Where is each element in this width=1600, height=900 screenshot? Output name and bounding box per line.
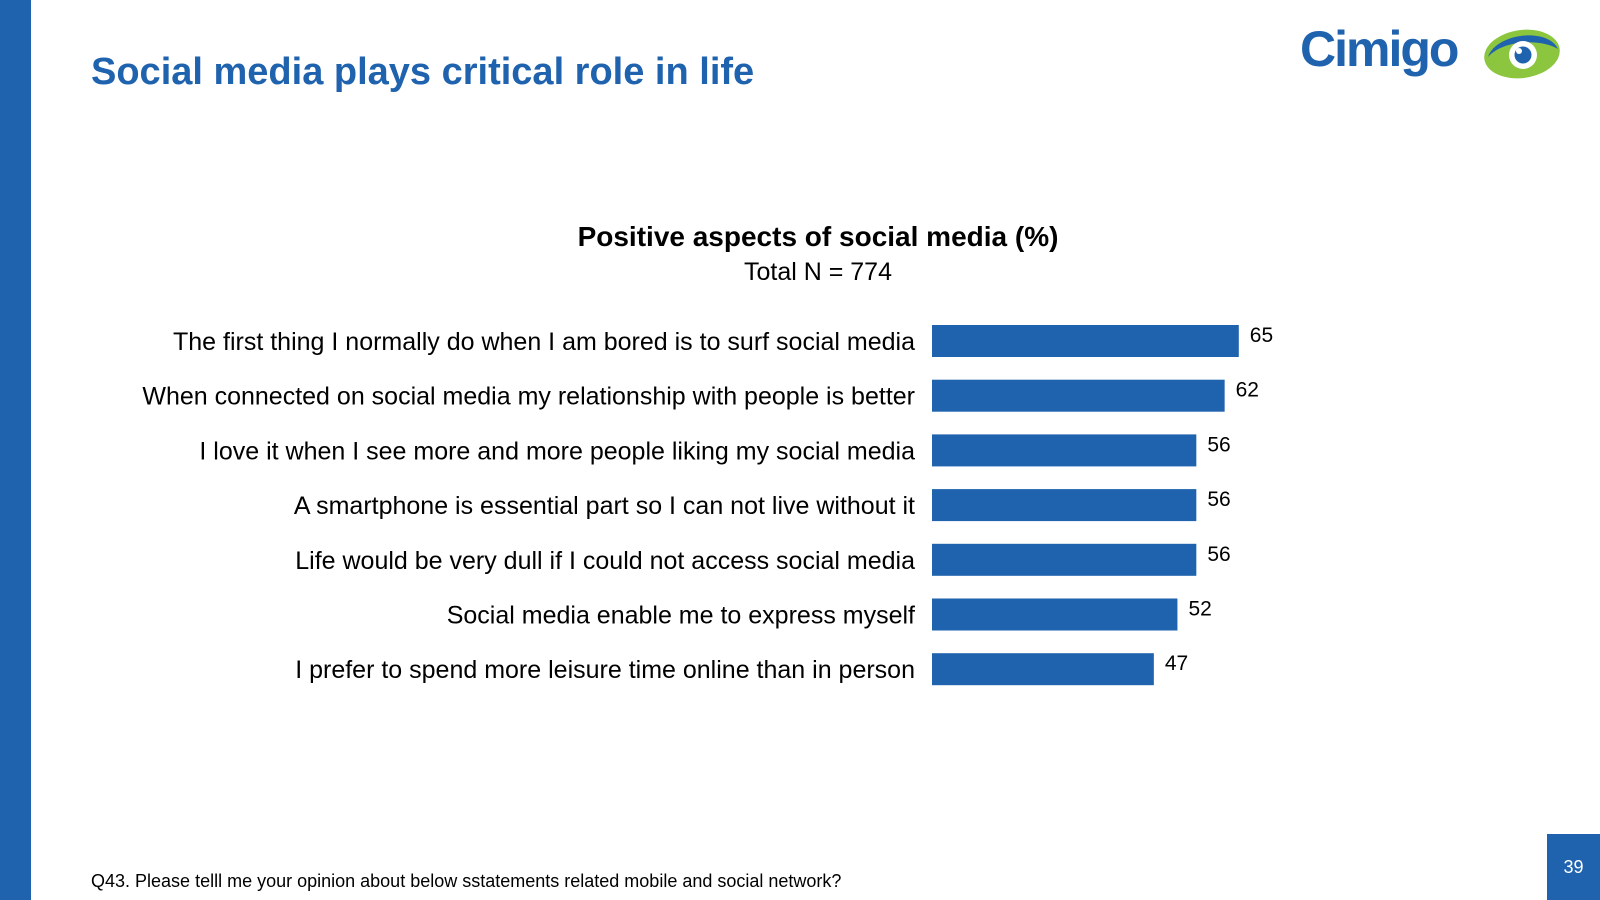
left-accent-bar	[0, 0, 31, 900]
chart-title: Positive aspects of social media (%)	[578, 221, 1059, 252]
category-label: When connected on social media my relati…	[142, 383, 915, 411]
bar-series: The first thing I normally do when I am …	[142, 324, 1273, 686]
cimigo-logo: Cimigo	[1300, 20, 1565, 88]
data-label: 47	[1165, 652, 1188, 675]
category-label: Social media enable me to express myself	[447, 602, 915, 630]
chart-subtitle: Total N = 774	[744, 258, 892, 286]
question-footnote: Q43. Please telll me your opinion about …	[91, 871, 842, 891]
category-label: A smartphone is essential part so I can …	[294, 492, 915, 520]
data-label: 65	[1250, 324, 1273, 347]
bar	[932, 434, 1197, 467]
page-number: 39	[1547, 834, 1600, 900]
data-label: 62	[1236, 379, 1259, 402]
data-label: 56	[1207, 433, 1230, 456]
bar	[932, 543, 1197, 576]
slide-title: Social media plays critical role in life	[91, 51, 755, 93]
bar	[932, 653, 1154, 686]
logo-wordmark: Cimigo	[1300, 21, 1459, 77]
eye-logo-icon	[1484, 29, 1560, 79]
data-label: 52	[1188, 598, 1211, 621]
bar	[932, 489, 1197, 522]
bar	[932, 598, 1178, 631]
category-label: I prefer to spend more leisure time onli…	[295, 656, 915, 684]
category-label: I love it when I see more and more peopl…	[199, 437, 915, 465]
category-label: Life would be very dull if I could not a…	[295, 547, 915, 575]
bar	[932, 379, 1225, 412]
data-label: 56	[1207, 488, 1230, 511]
data-label: 56	[1207, 543, 1230, 566]
category-label: The first thing I normally do when I am …	[173, 328, 915, 356]
bar	[932, 325, 1239, 357]
